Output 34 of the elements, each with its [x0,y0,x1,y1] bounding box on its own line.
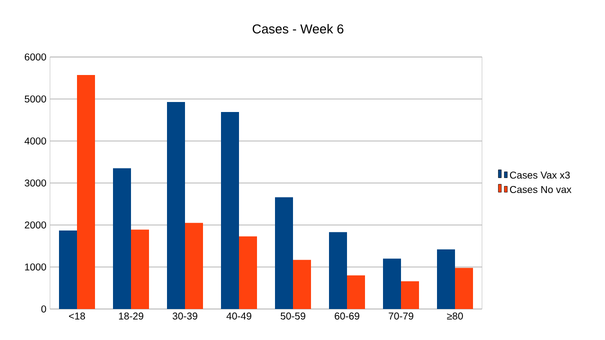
x-tick-label: 30-39 [172,312,198,320]
bar [77,75,95,309]
bar [275,197,294,309]
bar [455,268,474,309]
bar [113,168,131,309]
y-tick-label: 3000 [24,179,46,187]
bar [329,232,348,309]
bar [347,275,366,309]
x-tick-label: ≥80 [447,312,463,320]
bar [383,258,402,309]
bar [437,249,456,309]
bar [401,281,420,309]
x-tick-label: 40-49 [226,312,252,320]
y-tick-label: 6000 [24,53,46,61]
bar [221,112,239,309]
x-tick-label: 50-59 [280,312,306,320]
y-tick-label: 5000 [24,95,46,103]
x-tick-label: 70-79 [388,312,414,320]
x-tick-label: 60-69 [334,312,360,320]
bar [239,236,257,309]
y-tick-label: 2000 [24,221,46,229]
bar [131,230,149,309]
bar [293,260,312,309]
x-tick-label: <18 [69,312,86,320]
bar [167,102,185,309]
bar [185,222,203,309]
y-tick-label: 1000 [25,263,46,271]
x-tick-label: 18-29 [119,312,144,320]
bar [59,230,77,309]
legend-label: Cases No vax [510,186,572,194]
y-tick-label: 4000 [24,137,46,145]
chart-title: Cases - Week 6 [252,24,344,34]
legend-label: Cases Vax x3 [510,172,570,179]
y-tick-label: 0 [41,305,46,313]
